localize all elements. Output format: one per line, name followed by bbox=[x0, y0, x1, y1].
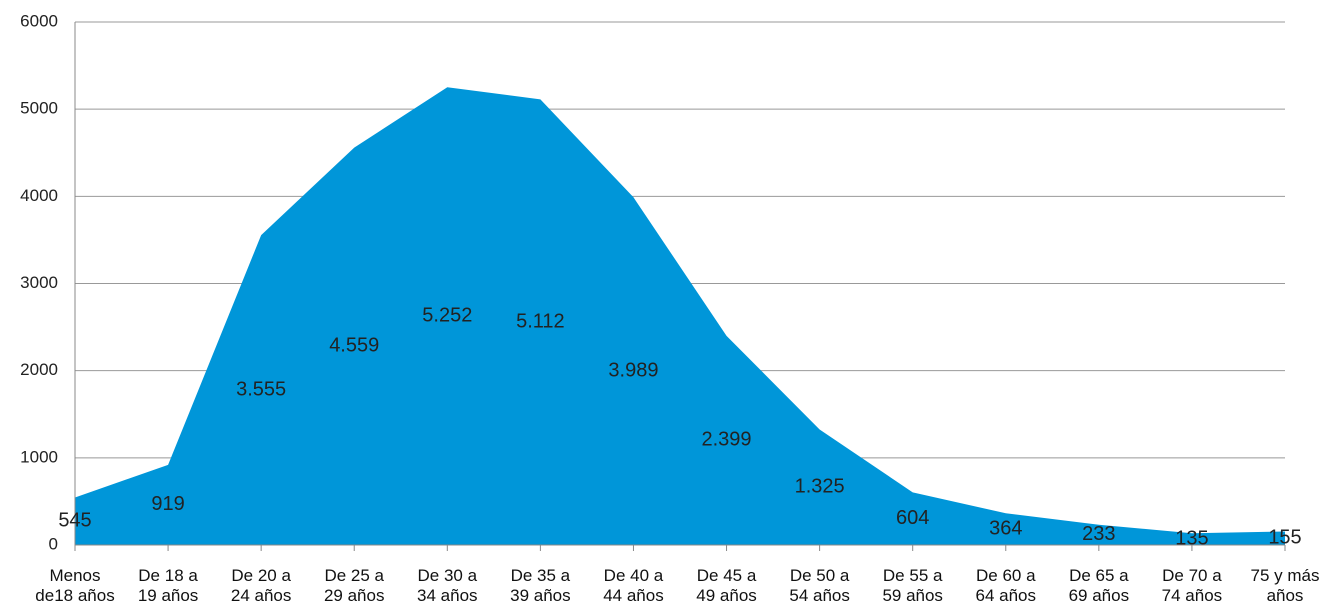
value-label: 3.989 bbox=[608, 359, 658, 381]
value-label: 3.555 bbox=[236, 378, 286, 400]
x-tick-label: De 50 a 54 años bbox=[789, 566, 850, 605]
value-label: 5.252 bbox=[422, 304, 472, 326]
x-tick-label: 75 y más años bbox=[1250, 566, 1320, 605]
value-label: 364 bbox=[989, 517, 1022, 539]
x-tick-label: De 30 a 34 años bbox=[417, 566, 478, 605]
x-tick-label: Menos de18 años bbox=[35, 566, 115, 605]
y-tick-label: 1000 bbox=[20, 447, 58, 466]
x-tick-label: De 65 a 69 años bbox=[1068, 566, 1130, 605]
value-label: 233 bbox=[1082, 523, 1115, 545]
value-label: 5.112 bbox=[516, 310, 565, 332]
x-tick-label: De 60 a 64 años bbox=[975, 566, 1037, 605]
x-tick-label: De 40 a 44 años bbox=[603, 566, 664, 605]
value-label: 135 bbox=[1175, 527, 1208, 549]
y-tick-label: 0 bbox=[49, 534, 58, 553]
x-tick-label: De 35 a 39 años bbox=[510, 566, 571, 605]
x-tick-label: De 20 a 24 años bbox=[230, 566, 292, 605]
x-tick-label: De 55 a 59 años bbox=[882, 566, 943, 605]
x-tick-label: De 18 a 19 años bbox=[137, 566, 199, 605]
y-tick-label: 6000 bbox=[20, 11, 58, 30]
y-tick-label: 5000 bbox=[20, 99, 58, 118]
y-tick-label: 4000 bbox=[20, 186, 58, 205]
y-tick-label: 3000 bbox=[20, 273, 58, 292]
x-tick-label: De 70 a 74 años bbox=[1161, 566, 1223, 605]
value-label: 1.325 bbox=[795, 476, 845, 498]
value-label: 919 bbox=[151, 493, 184, 515]
y-tick-label: 2000 bbox=[20, 360, 58, 379]
value-label: 2.399 bbox=[702, 429, 752, 451]
value-label: 4.559 bbox=[329, 335, 379, 357]
value-label: 155 bbox=[1268, 527, 1301, 549]
area bbox=[75, 87, 1285, 545]
value-label: 604 bbox=[896, 507, 929, 529]
x-tick-label: De 45 a 49 años bbox=[696, 566, 757, 605]
x-tick-label: De 25 a 29 años bbox=[323, 566, 385, 605]
value-label: 545 bbox=[58, 510, 91, 532]
